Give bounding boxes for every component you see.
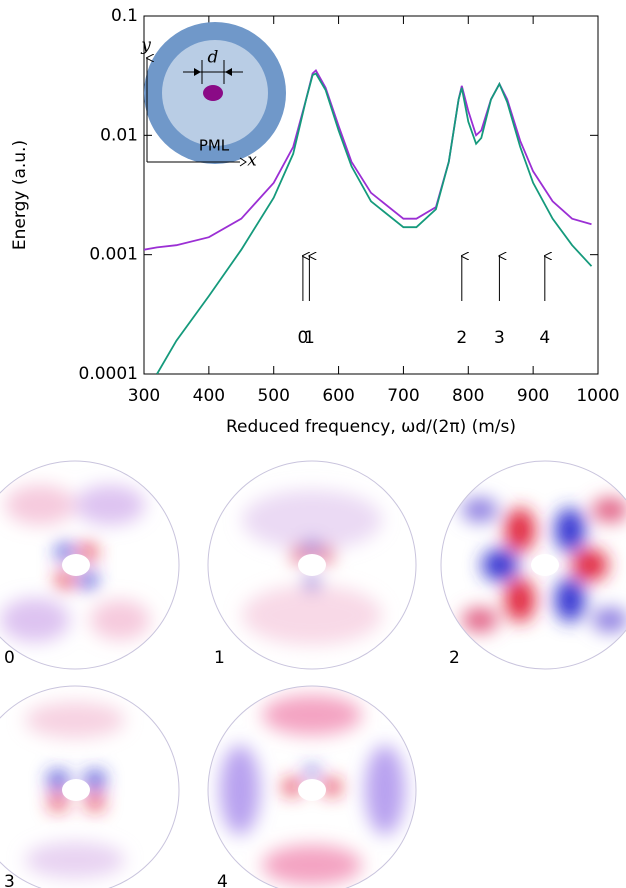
x-tick-label: 300 [128, 386, 160, 406]
y-tick-label: 0.001 [89, 245, 138, 265]
inclusion [203, 85, 223, 101]
annotation-label: 1 [304, 328, 315, 348]
mode-label: 1 [214, 648, 225, 668]
mode-label: 2 [449, 648, 460, 668]
mode-label: 0 [4, 648, 15, 668]
x-axis-title: Reduced frequency, ωd/(2π) (m/s) [226, 417, 516, 437]
mode-map [0, 460, 626, 888]
mode-label: 4 [217, 872, 228, 888]
x-tick-label: 800 [452, 386, 484, 406]
y-tick-label: 0.1 [111, 6, 138, 26]
x-tick-label: 500 [257, 386, 289, 406]
y-tick-label: 0.0001 [79, 364, 138, 384]
inset-x-arrow [239, 157, 247, 167]
inset-pml-label: PML [199, 137, 230, 155]
plot-frame [143, 15, 599, 375]
inset-y-label: y [140, 36, 151, 56]
annotation-label: 4 [539, 328, 550, 348]
y-tick-label: 0.01 [100, 125, 138, 145]
x-tick-label: 1000 [576, 386, 619, 406]
inset-d-label: d [208, 48, 219, 68]
inset: y x d PML [140, 22, 286, 171]
y-axis-title: Energy (a.u.) [10, 140, 30, 250]
annotation-label: 2 [456, 328, 467, 348]
mode-label: 3 [4, 872, 15, 888]
x-tick-label: 700 [387, 386, 419, 406]
x-tick-label: 600 [322, 386, 354, 406]
x-tick-label: 900 [517, 386, 549, 406]
series-line [144, 68, 592, 251]
series-line [156, 72, 593, 374]
inset-x-label: x [247, 151, 257, 171]
annotation-label: 3 [494, 328, 505, 348]
x-tick-label: 400 [193, 386, 225, 406]
annotation-label: 0 [297, 328, 308, 348]
